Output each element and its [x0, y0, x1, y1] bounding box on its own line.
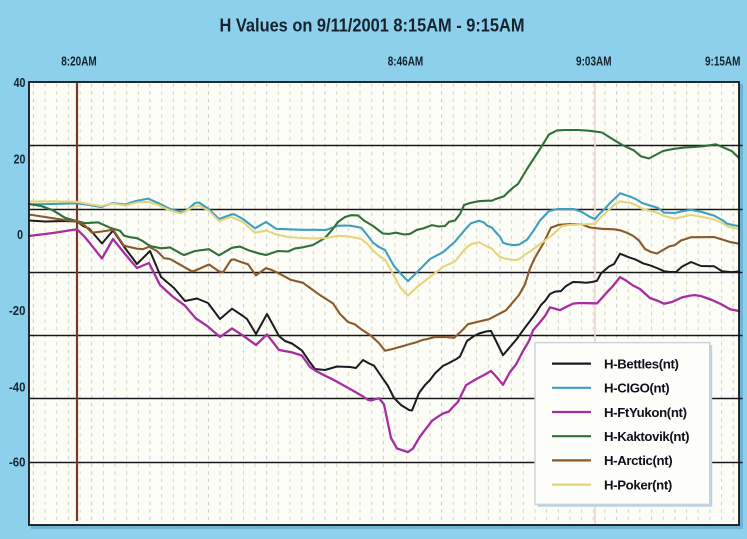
svg-text:-40: -40: [9, 379, 25, 394]
svg-text:H Values on 9/11/2001 8:15AM -: H Values on 9/11/2001 8:15AM - 9:15AM: [220, 15, 525, 36]
svg-text:20: 20: [14, 151, 26, 166]
svg-text:0: 0: [17, 227, 23, 242]
svg-text:H-CIGO(nt): H-CIGO(nt): [604, 381, 669, 396]
svg-text:9:03AM: 9:03AM: [576, 54, 612, 69]
svg-text:H-Bettles(nt): H-Bettles(nt): [604, 356, 679, 371]
svg-text:40: 40: [14, 75, 26, 90]
svg-text:H-FtYukon(nt): H-FtYukon(nt): [604, 405, 687, 420]
svg-text:H-Kaktovik(nt): H-Kaktovik(nt): [604, 429, 689, 444]
svg-text:8:46AM: 8:46AM: [388, 54, 424, 69]
svg-text:8:20AM: 8:20AM: [61, 54, 97, 69]
svg-text:H-Poker(nt): H-Poker(nt): [604, 477, 672, 492]
svg-text:9:15AM: 9:15AM: [705, 54, 741, 69]
svg-text:-20: -20: [9, 303, 25, 318]
svg-text:-60: -60: [9, 455, 25, 470]
svg-text:H-Arctic(nt): H-Arctic(nt): [604, 453, 672, 468]
